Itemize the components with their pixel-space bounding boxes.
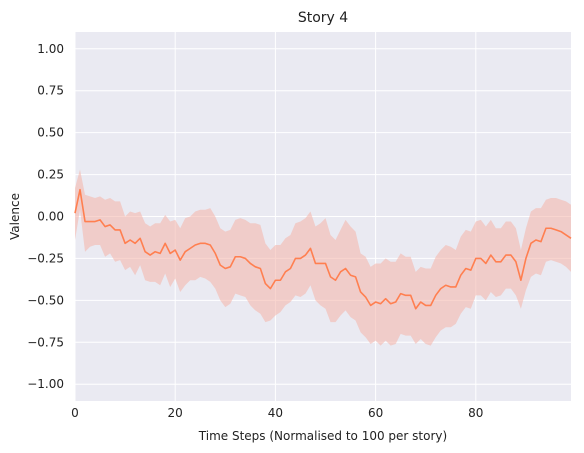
y-tick-label: −0.75 [27,335,64,349]
x-tick-label: 80 [468,406,483,420]
y-tick-label: 0.25 [37,168,64,182]
x-tick-label: 20 [168,406,183,420]
x-tick-label: 40 [268,406,283,420]
y-tick-label: −0.50 [27,293,64,307]
chart-title: Story 4 [298,10,348,26]
x-tick-labels: 0 20 40 60 80 [71,406,483,420]
y-tick-label: 0.75 [37,84,64,98]
x-tick-label: 60 [368,406,383,420]
x-tick-label: 0 [71,406,79,420]
y-tick-label: −1.00 [27,377,64,391]
y-tick-label: 1.00 [37,42,64,56]
y-tick-label: 0.50 [37,126,64,140]
x-axis-label: Time Steps (Normalised to 100 per story) [198,429,447,443]
y-tick-labels: 1.00 0.75 0.50 0.25 0.00 −0.25 −0.50 −0.75 −1.00 [27,42,64,391]
y-axis-label: Valence [8,193,22,240]
y-tick-label: 0.00 [37,210,64,224]
y-tick-label: −0.25 [27,251,64,265]
